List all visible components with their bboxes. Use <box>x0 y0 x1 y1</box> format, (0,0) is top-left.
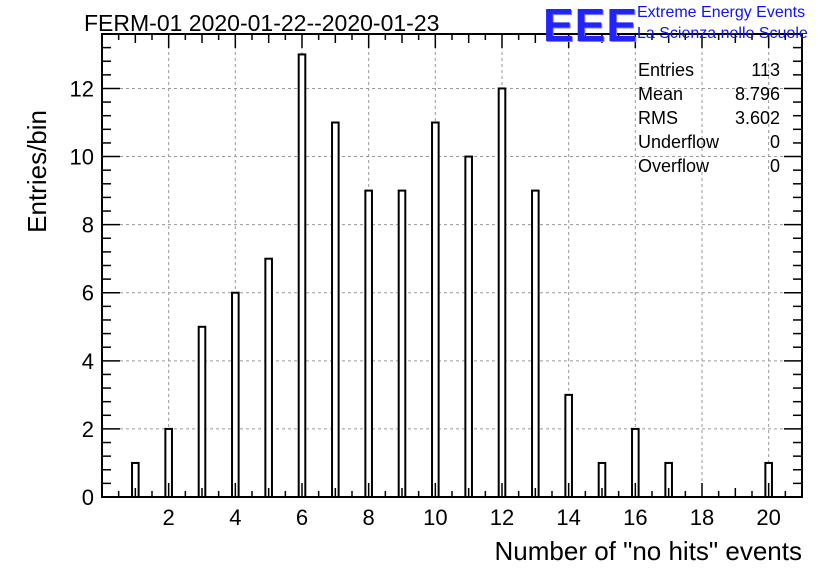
histogram-bar <box>397 189 407 498</box>
x-tick-label: 16 <box>623 505 647 530</box>
histogram-bar <box>297 53 307 498</box>
histogram-bar <box>364 189 373 498</box>
y-tick-label: 12 <box>70 76 94 101</box>
y-tick-label: 6 <box>82 281 94 306</box>
stats-row-mean: Mean 8.796 <box>638 82 780 106</box>
x-tick-label: 6 <box>296 505 308 530</box>
x-tick-label: 12 <box>490 505 514 530</box>
stats-label: Mean <box>638 84 684 104</box>
x-tick-label: 8 <box>363 505 375 530</box>
stats-row-rms: RMS 3.602 <box>638 106 780 130</box>
histogram-bar <box>564 393 573 498</box>
stats-value: 0 <box>769 156 780 176</box>
stats-box: Entries 113 Mean 8.796 RMS 3.602 Underfl… <box>638 58 780 178</box>
histogram-bar <box>231 291 240 498</box>
chart-title: FERM-01 2020-01-22--2020-01-23 <box>84 10 440 36</box>
y-tick-label: 8 <box>82 213 94 238</box>
x-tick-label: 10 <box>423 505 447 530</box>
x-tick-label: 20 <box>756 505 780 530</box>
y-axis-label: Entries/bin <box>22 110 52 233</box>
stats-value: 0 <box>769 132 780 152</box>
axes <box>101 33 803 498</box>
y-tick-label: 0 <box>82 485 94 510</box>
x-tick-label: 2 <box>163 505 175 530</box>
stats-value: 113 <box>751 60 780 80</box>
histogram-bar <box>464 155 473 498</box>
logo-mark: EEE <box>543 0 639 51</box>
stats-row-entries: Entries 113 <box>638 58 780 82</box>
x-tick-label: 4 <box>229 505 241 530</box>
stats-row-overflow: Overflow 0 <box>638 154 780 178</box>
logo-line-1: Extreme Energy Events <box>637 4 806 21</box>
logo-line-2: La Scienza nelle Scuole <box>637 25 808 42</box>
y-tick-label: 4 <box>82 349 94 374</box>
tick-labels: 2 4 6 8 10 12 14 16 18 20 0 2 4 6 8 10 12 <box>70 76 781 530</box>
y-tick-label: 2 <box>82 417 94 442</box>
stats-value: 8.796 <box>734 84 780 104</box>
stats-label: Underflow <box>638 132 720 152</box>
stats-label: Entries <box>638 60 695 80</box>
stats-label: RMS <box>638 108 678 128</box>
histogram-bar <box>497 87 507 499</box>
histogram-bar <box>531 189 540 498</box>
y-tick-label: 10 <box>70 145 94 170</box>
histogram-bar <box>264 257 273 498</box>
stats-label: Overflow <box>638 156 710 176</box>
histogram-bar <box>197 325 207 498</box>
histogram-bar <box>331 121 340 498</box>
stats-row-underflow: Underflow 0 <box>638 130 780 154</box>
stats-value: 3.602 <box>734 108 780 128</box>
x-tick-label: 14 <box>556 505 580 530</box>
histogram-bar <box>431 121 440 498</box>
x-tick-label: 18 <box>690 505 714 530</box>
x-axis-label: Number of "no hits" events <box>494 536 803 566</box>
